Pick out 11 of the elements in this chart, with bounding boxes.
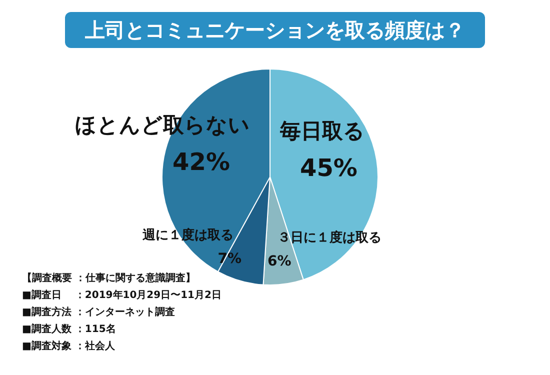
- data-label: 6%: [268, 254, 292, 270]
- data-label: 45%: [300, 154, 358, 182]
- data-label: 42%: [172, 148, 230, 176]
- chart-title: 上司とコミュニケーションを取る頻度は？: [65, 12, 485, 48]
- slice-label: 毎日取る: [279, 118, 365, 143]
- slice-label: 週に１度は取る: [142, 226, 234, 243]
- text: ■調査方法 ：インターネット調査: [22, 305, 176, 320]
- text: ■調査人数 ：115名: [22, 322, 117, 337]
- text: ■調査日 ：2019年10月29日〜11月2日: [22, 288, 222, 303]
- text: ■調査対象 ：社会人: [22, 339, 116, 354]
- text: 【調査概要 ：仕事に関する意識調査】: [22, 271, 196, 286]
